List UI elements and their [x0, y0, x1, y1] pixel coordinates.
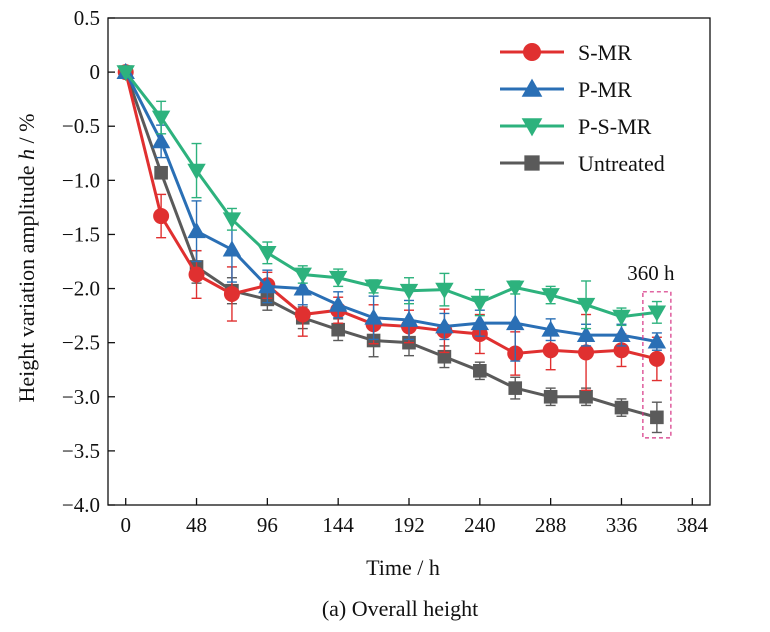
annotation-label: 360 h: [627, 261, 675, 285]
data-point: [116, 65, 135, 82]
data-point: [151, 132, 171, 149]
y-axis: 0.5 0 −0.5 −1.0 −1.5 −2.0 −2.5 −3.0 −3.5 −4.0: [62, 6, 115, 517]
data-point: [648, 350, 665, 367]
x-tick-label: 240: [464, 513, 496, 537]
series-p-mr: [116, 62, 667, 362]
data-point: [612, 309, 631, 326]
legend-label: Untreated: [578, 151, 665, 176]
legend-item-s-mr: S-MR: [500, 40, 632, 65]
legend-label: P-S-MR: [578, 114, 652, 139]
highlight-box: [642, 291, 672, 439]
x-axis: 0 48 96 144 192 240 288 336 384: [120, 498, 709, 537]
data-point: [576, 297, 596, 314]
data-point: [399, 310, 419, 327]
legend-label: P-MR: [578, 77, 632, 102]
legend-item-p-mr: P-MR: [500, 77, 632, 102]
data-point: [223, 285, 240, 302]
legend-item-untreated: Untreated: [500, 151, 665, 176]
data-point: [222, 212, 242, 229]
y-tick-label: −3.0: [62, 385, 100, 409]
data-point: [543, 389, 558, 404]
y-axis-title-prefix: Height variation amplitude: [14, 160, 39, 403]
series-line: [124, 71, 658, 419]
data-point: [364, 279, 383, 296]
y-tick-label: 0.5: [74, 6, 100, 30]
legend-marker: [521, 78, 543, 97]
data-point: [294, 306, 311, 323]
data-point: [470, 313, 490, 331]
y-tick-label: −1.0: [62, 168, 100, 192]
data-point: [258, 245, 277, 263]
data-point: [399, 283, 419, 300]
legend-item-p-s-mr: P-S-MR: [500, 114, 652, 139]
data-point: [576, 325, 596, 342]
data-point: [328, 295, 348, 312]
data-point: [188, 266, 205, 283]
y-tick-label: −1.5: [62, 222, 100, 246]
x-tick-label: 96: [257, 513, 278, 537]
data-point: [578, 344, 595, 361]
x-tick-label: 48: [186, 513, 207, 537]
data-point: [435, 282, 454, 299]
data-point: [506, 280, 525, 297]
data-point: [153, 208, 170, 225]
data-point: [437, 349, 452, 364]
legend-label: S-MR: [578, 40, 632, 65]
legend-marker: [523, 43, 541, 61]
data-point: [293, 279, 312, 296]
y-tick-label: −3.5: [62, 439, 100, 463]
data-point: [647, 305, 667, 322]
data-point: [258, 277, 277, 294]
data-point: [293, 267, 312, 284]
data-point: [650, 410, 664, 425]
legend-marker: [521, 118, 543, 137]
data-point: [151, 110, 171, 127]
x-tick-label: 336: [606, 513, 638, 537]
data-point: [222, 240, 242, 257]
x-tick-label: 144: [322, 513, 354, 537]
data-point: [647, 332, 667, 349]
legend-marker: [524, 155, 540, 171]
series-line: [124, 71, 658, 319]
data-point: [187, 221, 206, 239]
annotation-layer: 360 h: [627, 261, 675, 439]
data-point: [154, 165, 168, 180]
x-tick-label: 0: [120, 513, 131, 537]
data-point: [612, 325, 631, 342]
data-point: [542, 342, 559, 359]
x-tick-label: 288: [535, 513, 567, 537]
series-line: [124, 71, 658, 344]
data-point: [364, 308, 383, 325]
legend: S-MR P-MR P-S-MR Untreated: [500, 40, 665, 176]
y-axis-title: Height variation amplitude h / %: [14, 113, 39, 402]
y-tick-label: −2.0: [62, 277, 100, 301]
x-tick-label: 384: [677, 513, 709, 537]
data-point: [331, 322, 345, 337]
y-tick-label: −0.5: [62, 114, 100, 138]
series-line: [124, 71, 658, 361]
data-point: [541, 288, 560, 305]
data-point: [541, 320, 560, 337]
figure-caption: (a) Overall height: [322, 596, 478, 621]
data-point: [579, 389, 593, 404]
y-axis-title-variable: h: [14, 149, 39, 160]
data-point: [508, 381, 523, 395]
data-point: [187, 163, 206, 180]
data-point: [614, 400, 629, 415]
y-tick-label: −2.5: [62, 331, 100, 355]
x-tick-label: 192: [393, 513, 425, 537]
series-p-s-mr: [116, 65, 667, 330]
series-layer: [116, 62, 667, 434]
y-axis-title-suffix: / %: [14, 113, 39, 148]
data-point: [435, 317, 454, 334]
y-tick-label: 0: [90, 60, 101, 84]
data-point: [473, 364, 487, 378]
data-point: [470, 295, 490, 312]
data-point: [328, 270, 348, 287]
data-point: [506, 313, 525, 331]
x-axis-title: Time / h: [366, 555, 440, 580]
y-tick-label: −4.0: [62, 493, 100, 517]
